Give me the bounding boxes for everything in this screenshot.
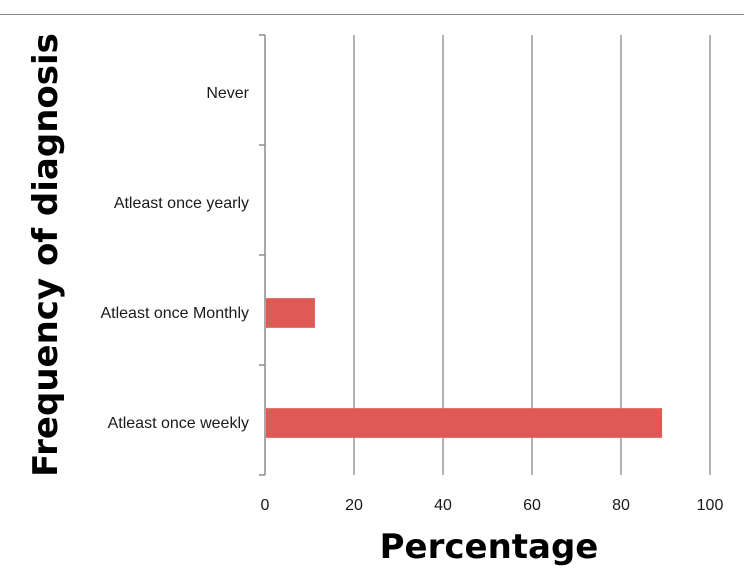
axes [259, 34, 266, 476]
x-tick-label-0: 0 [261, 497, 270, 514]
category-label-3: Atleast once Monthly [100, 305, 249, 322]
category-label-4: Atleast once weekly [108, 415, 249, 432]
top-divider [0, 14, 744, 15]
x-tick-label-60: 60 [523, 497, 541, 514]
x-tick-label-80: 80 [612, 497, 630, 514]
tick-labels: 0 20 40 60 80 100 [261, 497, 724, 514]
category-label-2: Atleast once yearly [114, 195, 249, 212]
category-label-1: Never [206, 85, 249, 102]
bar-4 [266, 408, 663, 438]
bar-3 [266, 298, 315, 328]
x-tick-label-40: 40 [434, 497, 452, 514]
grid-lines [353, 35, 711, 475]
x-tick-label-20: 20 [345, 497, 363, 514]
y-axis-title: Frequency of diagnosis [26, 33, 66, 477]
category-labels: Never Atleast once yearly Atleast once Mon… [100, 85, 249, 432]
x-tick-label-100: 100 [697, 497, 724, 514]
x-axis-title: Percentage [380, 527, 599, 567]
bars [266, 298, 663, 438]
